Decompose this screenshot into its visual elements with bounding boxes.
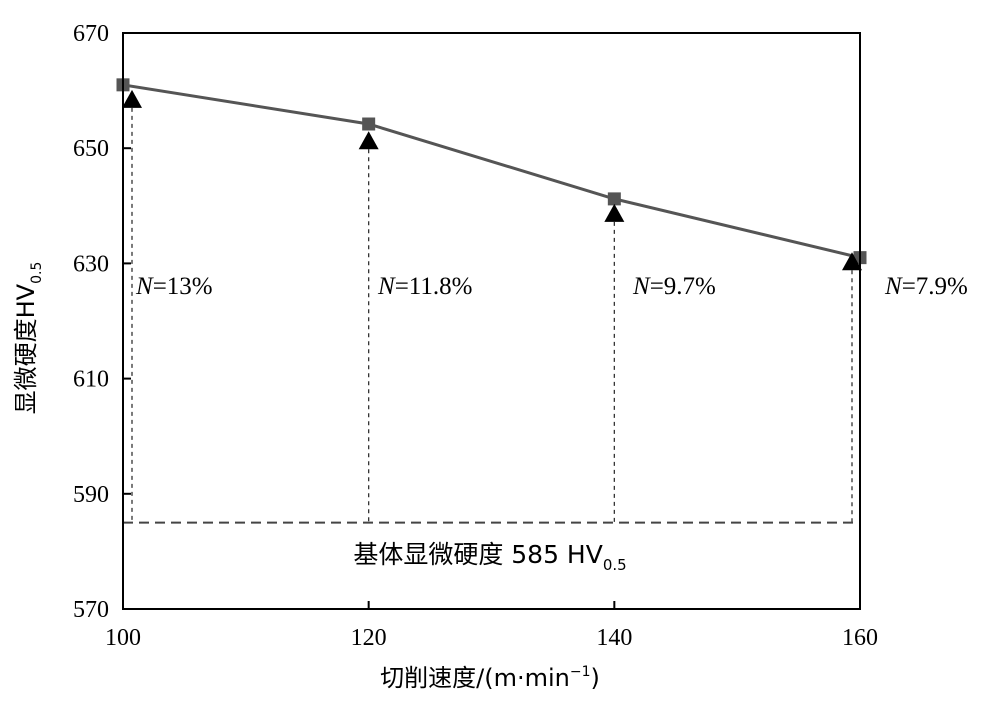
baseline-label-sub: 0.5 — [603, 556, 627, 574]
square-marker-120 — [362, 117, 376, 131]
x-tick-labels: 100 120 140 160 — [105, 625, 878, 651]
x-axis-title-main: 切削速度/(m·min — [380, 664, 570, 692]
baseline-label: 基体显微硬度 585 HV0.5 — [353, 540, 626, 574]
y-tick-labels: 570 590 610 630 650 670 — [73, 21, 109, 623]
annotation-value-120: =11.8% — [395, 273, 473, 300]
triangle-marker-100 — [122, 89, 142, 108]
plot-frame — [122, 32, 861, 610]
annotations: N=13% N=11.8% N=9.7% N=7.9% — [135, 273, 968, 300]
x-axis-title-close: ) — [590, 664, 599, 692]
annotation-symbol-100: N — [135, 273, 154, 300]
x-tick-label-120: 120 — [351, 625, 387, 651]
y-axis-title: 显微硬度HV0.5 — [12, 262, 45, 415]
annotation-symbol-160: N — [884, 273, 903, 300]
annotation-symbol-120: N — [377, 273, 396, 300]
annotation-160: N=7.9% — [884, 273, 968, 300]
baseline-label-text: 基体显微硬度 585 HV — [353, 540, 603, 569]
series-lines — [122, 83, 861, 260]
drop-lines — [131, 107, 853, 523]
x-tick-label-100: 100 — [105, 625, 141, 651]
y-axis-title-sub: 0.5 — [29, 262, 45, 284]
y-tick-label-630: 630 — [73, 251, 109, 277]
annotation-120: N=11.8% — [377, 273, 472, 300]
y-tick-label-590: 590 — [73, 482, 109, 508]
annotation-140: N=9.7% — [632, 273, 716, 300]
x-axis-title-sup: −1 — [570, 664, 591, 680]
y-tick-label-670: 670 — [73, 21, 109, 47]
triangle-marker-120 — [358, 131, 379, 150]
x-tick-label-160: 160 — [842, 625, 878, 651]
y-axis-title-main: 显微硬度HV — [12, 283, 40, 414]
x-axis-title: 切削速度/(m·min−1) — [380, 664, 600, 692]
x-tick-label-140: 140 — [596, 625, 632, 651]
y-tick-label-610: 610 — [73, 367, 109, 393]
square-marker-140 — [607, 192, 621, 206]
y-tick-label-650: 650 — [73, 136, 109, 162]
annotation-value-140: =9.7% — [650, 273, 716, 300]
triangle-marker-140 — [604, 203, 625, 222]
annotation-value-160: =7.9% — [902, 273, 968, 300]
annotation-100: N=13% — [135, 273, 213, 300]
series-markers — [116, 78, 867, 271]
triangle-marker-160 — [842, 252, 862, 271]
y-tick-label-570: 570 — [73, 597, 109, 623]
series-line-square — [122, 83, 861, 260]
annotation-symbol-140: N — [632, 273, 651, 300]
annotation-value-100: =13% — [153, 273, 213, 300]
